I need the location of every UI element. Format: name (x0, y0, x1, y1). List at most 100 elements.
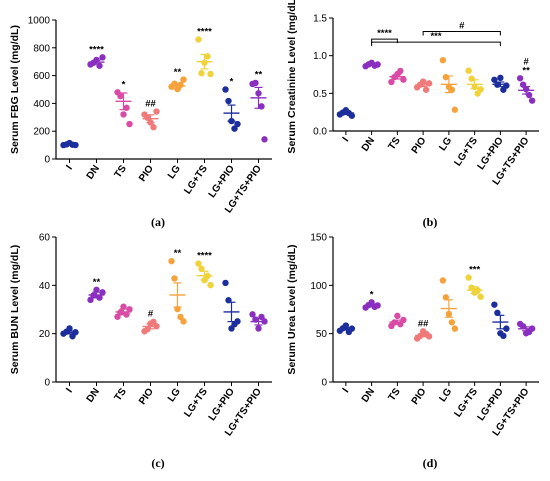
panel-label: (c) (151, 456, 164, 470)
data-point (195, 36, 202, 43)
data-point (180, 76, 187, 83)
significance-label: # (523, 56, 529, 67)
y-tick-label: 1.0 (313, 51, 327, 62)
x-tick-label: PIO (410, 386, 429, 407)
y-tick-label: 20 (39, 329, 51, 340)
significance-label: ## (145, 99, 156, 110)
significance-label: * (122, 79, 126, 90)
y-tick-label: 400 (33, 99, 50, 110)
significance-label: **** (89, 45, 104, 56)
significance-label: ** (522, 65, 530, 76)
data-point (451, 325, 459, 332)
data-point (425, 333, 433, 340)
data-point (261, 136, 268, 143)
x-tick-label: PIO (410, 135, 429, 156)
y-tick-label: 0 (44, 378, 50, 389)
y-tick-label: 0 (321, 378, 327, 389)
data-point (153, 108, 160, 115)
x-tick-label: I (64, 386, 75, 395)
data-point (168, 257, 175, 265)
data-point (234, 120, 241, 128)
bracket-label: # (459, 21, 465, 32)
data-point (468, 75, 475, 82)
data-point (477, 293, 484, 300)
x-tick-label: I (341, 135, 352, 144)
data-point (491, 301, 498, 308)
data-point (516, 75, 524, 82)
x-tick-label: DN (85, 163, 102, 181)
y-tick-label: 100 (310, 281, 327, 292)
y-tick-label: 0 (44, 155, 50, 166)
data-point (126, 120, 133, 128)
bracket-label: *** (430, 31, 441, 42)
data-point (394, 312, 401, 320)
y-tick-label: 40 (39, 281, 51, 292)
data-point (207, 70, 214, 78)
x-tick-label: DN (360, 386, 377, 404)
y-axis-label: Serum FBG Level (mg/dL) (9, 25, 21, 154)
significance-label: **** (197, 251, 212, 262)
data-point (180, 318, 187, 325)
significance-label: *** (469, 265, 480, 276)
data-point (503, 325, 510, 332)
y-tick-label: 50 (316, 329, 328, 340)
data-point (171, 275, 178, 282)
significance-bracket (371, 38, 398, 44)
y-axis-label: Serum BUN Level (mg/dL) (9, 245, 21, 375)
x-tick-label: TS (386, 135, 403, 152)
data-point (222, 86, 229, 93)
y-tick-label: 150 (310, 233, 327, 244)
x-tick-label: TS (113, 386, 130, 403)
significance-bracket (371, 41, 501, 47)
x-tick-label: I (341, 386, 352, 395)
significance-label: **** (197, 26, 212, 37)
x-tick-label: PIO (137, 163, 156, 184)
panel-label: (a) (151, 215, 165, 229)
panel-label: (b) (423, 215, 438, 229)
significance-label: # (148, 309, 154, 320)
data-point (234, 318, 241, 325)
significance-label: * (370, 290, 374, 301)
x-tick-label: LG (437, 386, 454, 404)
y-tick-label: 60 (39, 233, 51, 244)
chart-panel-3: 0 20 40 60 Serum BUN Level (mg/dL) I DN TS PIO LG… (9, 233, 272, 470)
significance-label: ## (418, 319, 429, 330)
y-tick-label: 200 (33, 127, 50, 138)
data-point (231, 125, 238, 132)
data-point (439, 277, 447, 284)
data-point (207, 281, 214, 289)
data-point (99, 54, 106, 61)
data-point (222, 279, 229, 287)
panel-label: (d) (423, 456, 438, 470)
x-tick-label: DN (360, 135, 377, 153)
data-point (465, 274, 472, 281)
data-point (150, 124, 157, 131)
y-axis-label: Serum Creatinine Level (mg/dL) (286, 0, 298, 154)
data-point (93, 286, 100, 293)
y-tick-label: 0.5 (313, 89, 327, 100)
data-point (120, 111, 127, 118)
chart-panel-4: 0 50 100 150 Serum Urea Level (mg/dL) I DN TS PI… (286, 233, 539, 470)
data-point (494, 309, 501, 316)
x-tick-label: LG (166, 386, 183, 404)
data-point (465, 67, 472, 74)
x-tick-label: LG+TS (182, 163, 210, 196)
data-point (491, 76, 498, 83)
y-tick-label: 1000 (28, 16, 51, 27)
data-point (255, 325, 262, 332)
data-point (117, 92, 124, 100)
data-point (468, 284, 475, 291)
data-point (528, 97, 536, 104)
data-point (225, 97, 232, 105)
y-tick-label: 0.0 (313, 127, 327, 138)
y-axis-label: Serum Urea Level (mg/dL) (286, 244, 298, 374)
significance-label: * (230, 77, 234, 88)
data-point (195, 260, 202, 267)
x-tick-label: I (64, 163, 75, 172)
x-tick-label: PIO (137, 386, 156, 407)
significance-label: ** (93, 277, 101, 288)
y-tick-label: 1.5 (313, 14, 327, 25)
data-point (249, 311, 256, 318)
x-tick-label: TS (386, 386, 403, 403)
data-point (448, 86, 456, 93)
